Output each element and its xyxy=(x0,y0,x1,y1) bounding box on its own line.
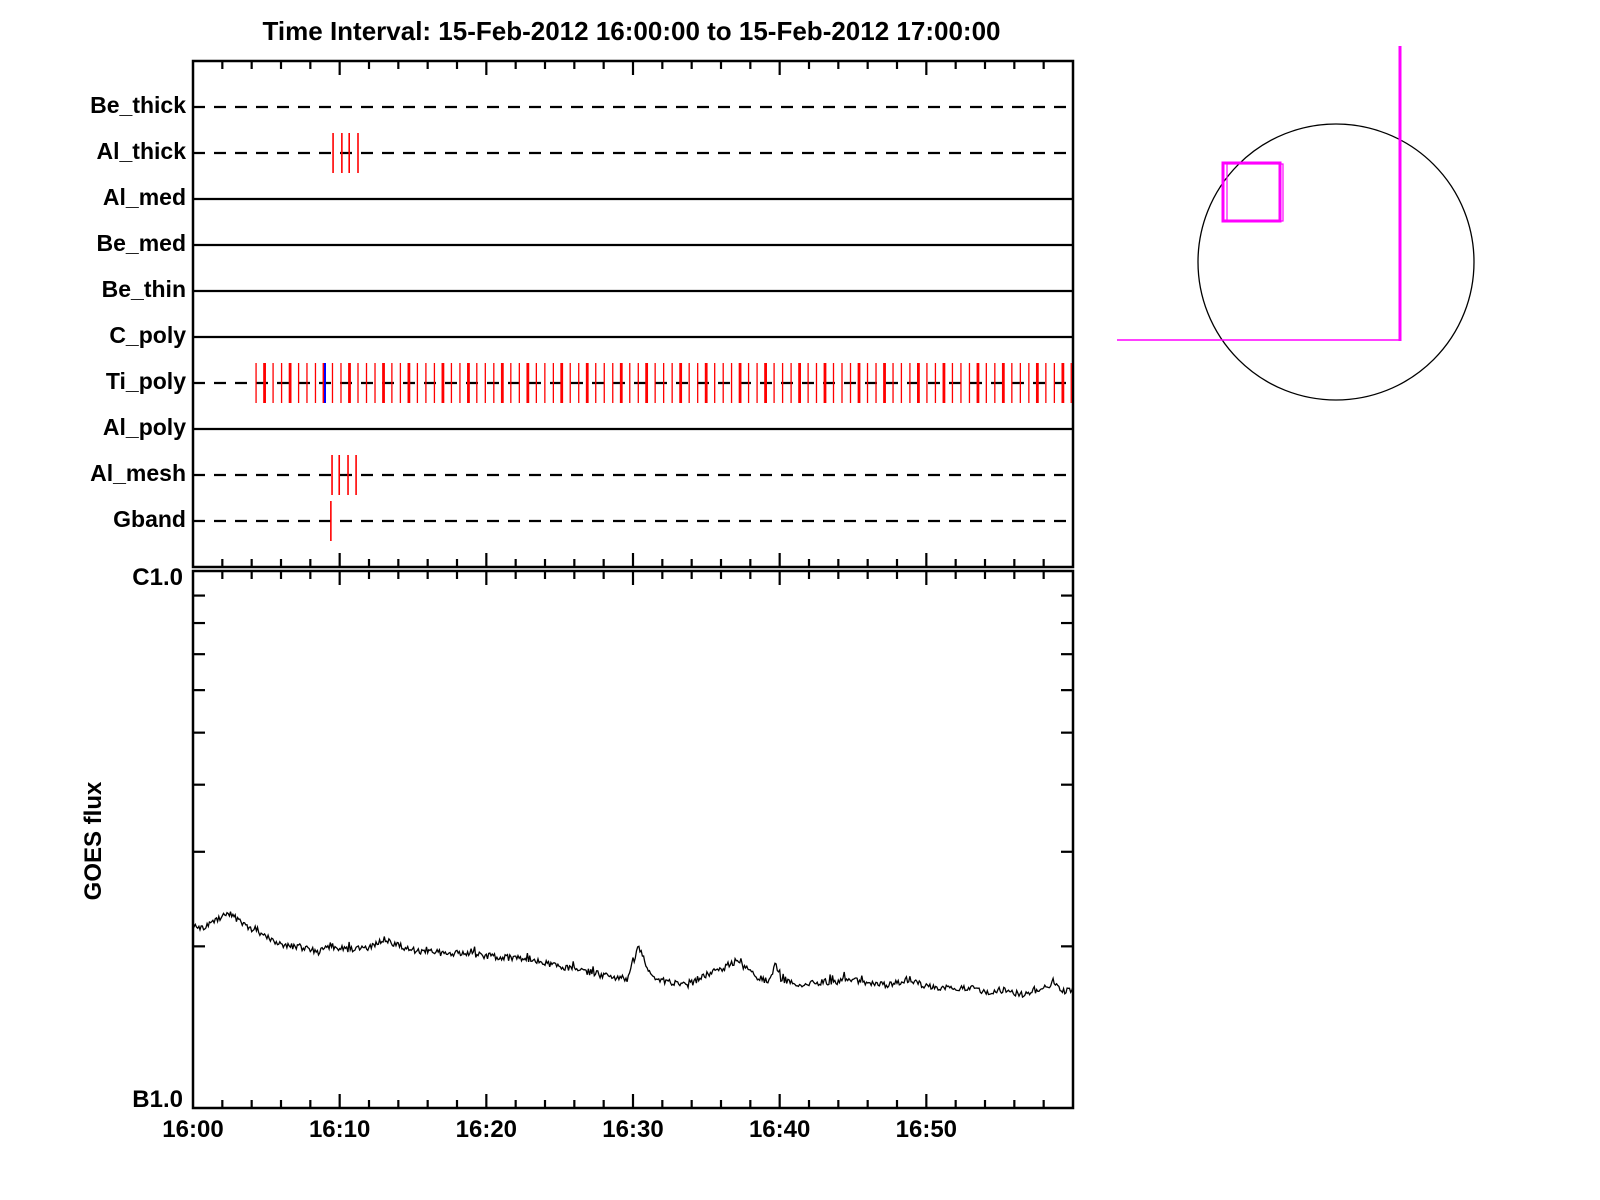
filter-row-label-Be_thin: Be_thin xyxy=(101,276,186,302)
x-axis-tick-label: 16:50 xyxy=(895,1116,958,1143)
filter-row-label-Be_thick: Be_thick xyxy=(90,92,186,118)
filter-row-lines xyxy=(193,105,1073,523)
filter-row-label-Al_poly: Al_poly xyxy=(102,414,186,440)
chart-title: Time Interval: 15-Feb-2012 16:00:00 to 1… xyxy=(262,16,1001,46)
filter-row-label-Gband: Gband xyxy=(113,506,186,532)
goes-x-ticks xyxy=(221,571,1045,1108)
x-axis-tick-label: 16:20 xyxy=(455,1116,518,1143)
x-axis-tick-label: 16:30 xyxy=(602,1116,664,1143)
filter-row-label-Be_med: Be_med xyxy=(96,230,186,256)
solar-disk-circle xyxy=(1197,123,1475,401)
goes-panel-frame xyxy=(191,569,1075,1110)
timeline-panel-frame xyxy=(191,59,1075,569)
solar-pointing-figure xyxy=(1117,46,1475,401)
timeline-x-ticks xyxy=(221,61,1045,567)
filter-event-ticks xyxy=(255,133,1072,541)
filter-row-label-Al_thick: Al_thick xyxy=(96,138,186,164)
filter-row-label-Ti_poly: Ti_poly xyxy=(105,368,186,394)
filter-row-label-Al_med: Al_med xyxy=(102,184,186,210)
filter-row-label-C_poly: C_poly xyxy=(109,322,186,348)
x-axis-tick-label: 16:10 xyxy=(308,1116,371,1143)
goes-y-min-label: B1.0 xyxy=(132,1086,183,1113)
x-axis-tick-label: 16:40 xyxy=(748,1116,811,1143)
goes-y-max-label: C1.0 xyxy=(132,564,183,591)
goes-y-axis-title: GOES flux xyxy=(80,781,107,901)
goes-y-ticks xyxy=(193,594,1073,948)
filter-row-label-Al_mesh: Al_mesh xyxy=(90,460,186,486)
goes-flux-curve xyxy=(192,911,1074,999)
fov-box-inner xyxy=(1226,163,1284,222)
x-axis-tick-label: 16:00 xyxy=(162,1116,224,1143)
